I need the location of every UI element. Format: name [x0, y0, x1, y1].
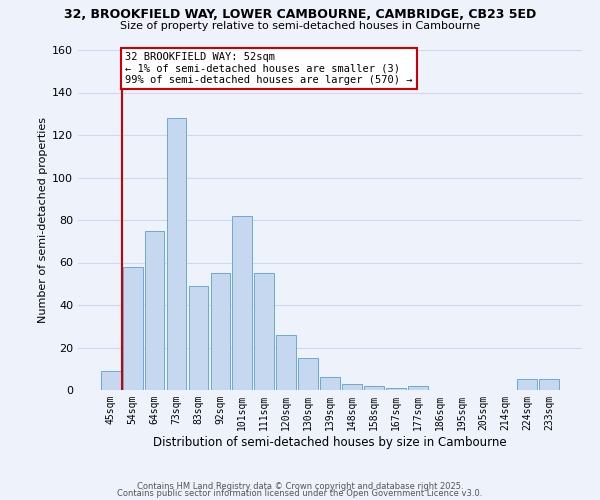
Bar	[188, 286, 208, 390]
Bar	[145, 230, 164, 390]
Bar	[254, 273, 274, 390]
Bar	[320, 378, 340, 390]
Bar	[386, 388, 406, 390]
Bar	[232, 216, 252, 390]
Bar	[517, 380, 537, 390]
Bar	[276, 335, 296, 390]
Bar	[298, 358, 318, 390]
Y-axis label: Number of semi-detached properties: Number of semi-detached properties	[38, 117, 48, 323]
Bar	[167, 118, 187, 390]
Text: Size of property relative to semi-detached houses in Cambourne: Size of property relative to semi-detach…	[120, 21, 480, 31]
Text: 32 BROOKFIELD WAY: 52sqm
← 1% of semi-detached houses are smaller (3)
99% of sem: 32 BROOKFIELD WAY: 52sqm ← 1% of semi-de…	[125, 52, 413, 86]
Bar	[101, 371, 121, 390]
Bar	[364, 386, 384, 390]
Bar	[408, 386, 428, 390]
Text: Contains public sector information licensed under the Open Government Licence v3: Contains public sector information licen…	[118, 490, 482, 498]
Bar	[123, 267, 143, 390]
Text: Contains HM Land Registry data © Crown copyright and database right 2025.: Contains HM Land Registry data © Crown c…	[137, 482, 463, 491]
Text: 32, BROOKFIELD WAY, LOWER CAMBOURNE, CAMBRIDGE, CB23 5ED: 32, BROOKFIELD WAY, LOWER CAMBOURNE, CAM…	[64, 8, 536, 20]
X-axis label: Distribution of semi-detached houses by size in Cambourne: Distribution of semi-detached houses by …	[153, 436, 507, 448]
Bar	[211, 273, 230, 390]
Bar	[342, 384, 362, 390]
Bar	[539, 380, 559, 390]
